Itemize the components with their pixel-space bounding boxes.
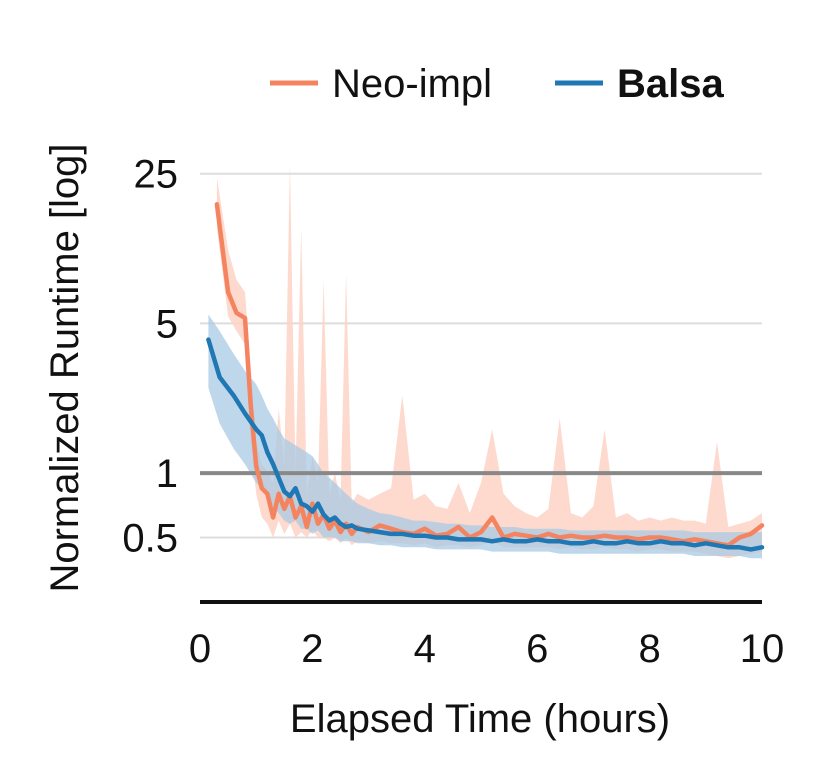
series-line-1 (206, 337, 765, 552)
y-axis-title: Normalized Runtime [log] (43, 143, 87, 592)
y-tick-label: 5 (156, 302, 178, 346)
x-axis-title: Elapsed Time (hours) (290, 697, 670, 741)
legend: Neo-impl Balsa (270, 62, 724, 106)
legend-label-balsa: Balsa (617, 62, 724, 106)
y-tick-label: 0.5 (122, 517, 178, 561)
x-tick-label: 4 (414, 627, 436, 671)
x-tick-label: 0 (189, 627, 211, 671)
series-line-0 (214, 202, 765, 548)
x-tick-label: 8 (638, 627, 660, 671)
tick-labels: 0.5 1 5 25 0 2 4 6 8 10 (122, 153, 784, 671)
y-tick-label: 1 (156, 452, 178, 496)
legend-label-neo-impl: Neo-impl (332, 62, 492, 106)
x-tick-label: 2 (301, 627, 323, 671)
x-tick-label: 6 (526, 627, 548, 671)
series-band-1 (208, 314, 762, 559)
series-lines (206, 202, 765, 552)
y-tick-label: 25 (134, 153, 179, 197)
x-tick-label: 10 (740, 627, 785, 671)
